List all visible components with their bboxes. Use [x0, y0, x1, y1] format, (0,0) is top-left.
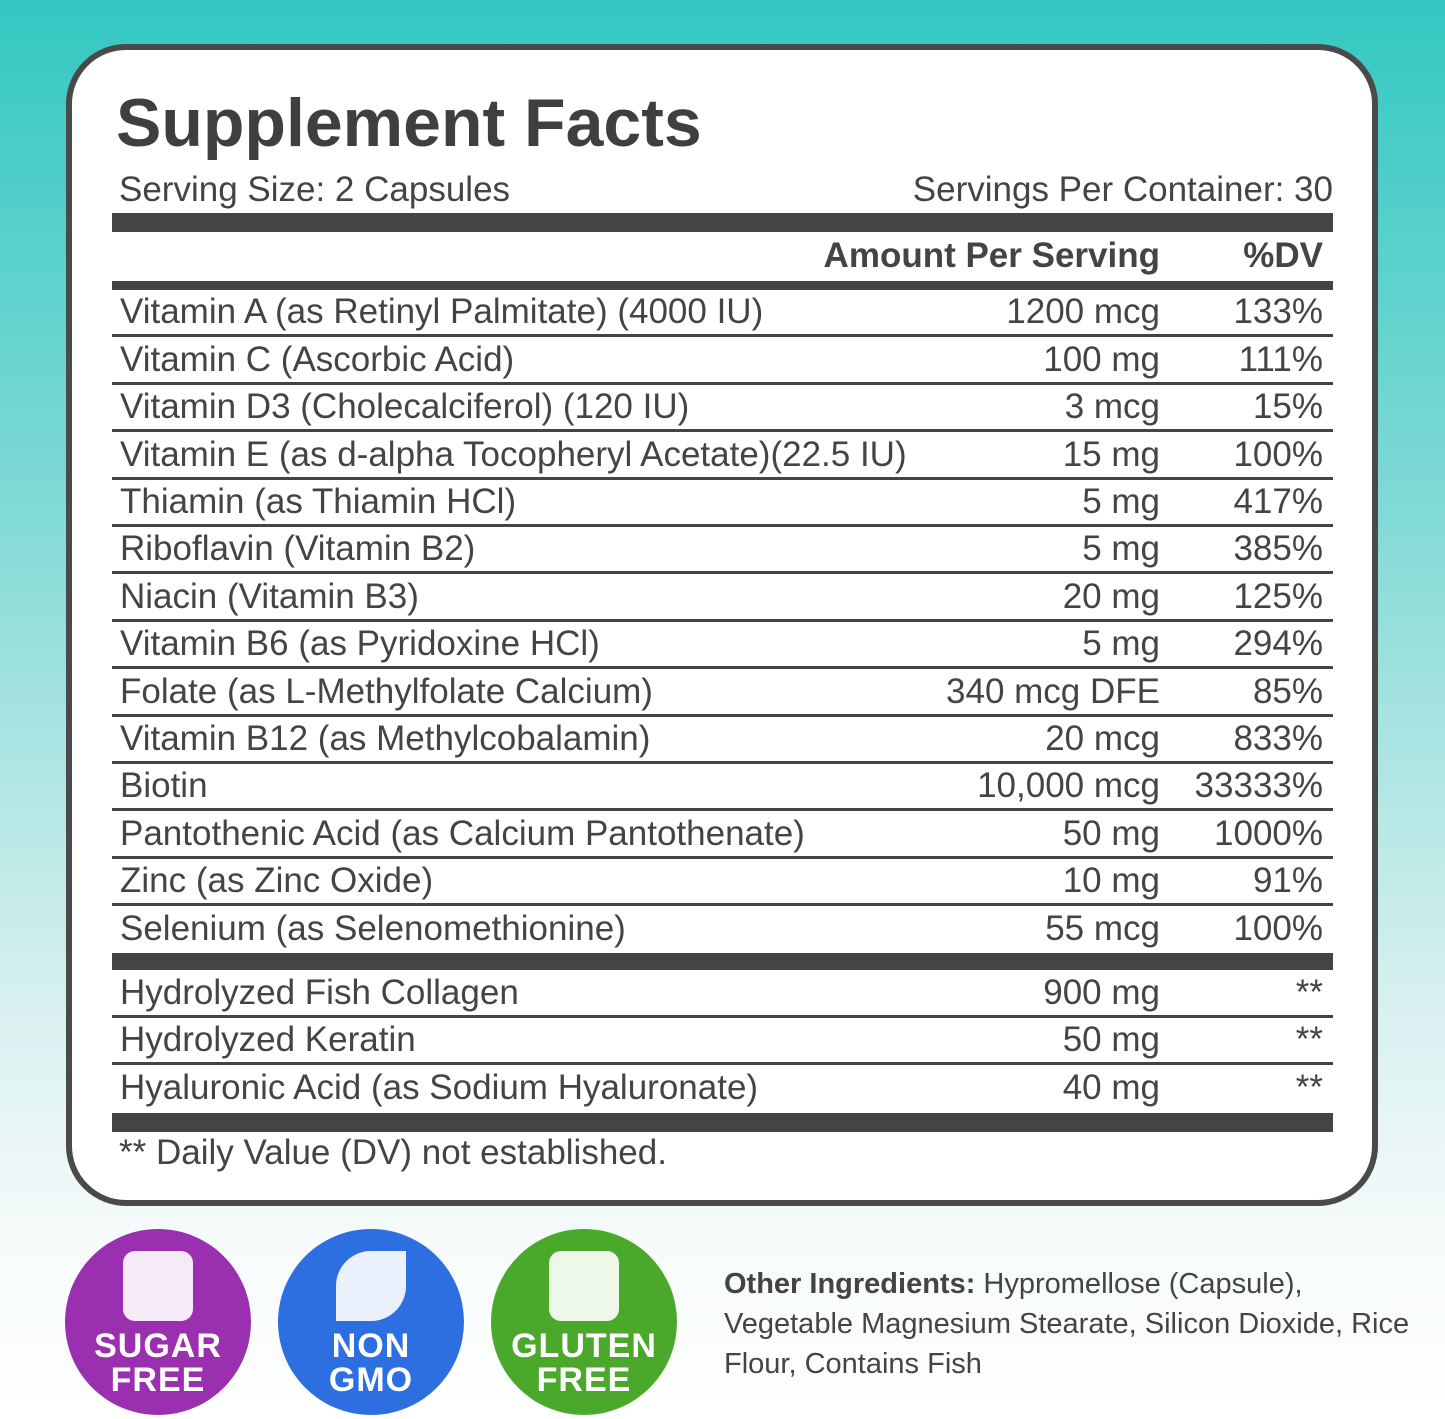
- badge-icon: [336, 1251, 406, 1321]
- table-row: Vitamin A (as Retinyl Palmitate) (4000 I…: [112, 290, 1333, 338]
- table-row: Vitamin B12 (as Methylcobalamin) 20 mcg 83…: [112, 717, 1333, 764]
- nutrient-name: Riboflavin (Vitamin B2): [120, 529, 476, 569]
- amount: 3 mcg: [1064, 387, 1160, 427]
- table-row: Vitamin E (as d-alpha Tocopheryl Acetate…: [112, 432, 1333, 480]
- nutrient-name: Pantothenic Acid (as Calcium Pantothenat…: [120, 813, 805, 853]
- badge-text: GMO: [328, 1361, 414, 1399]
- rule: [112, 281, 1333, 290]
- badge-text: GLUTEN: [511, 1327, 657, 1365]
- table-row: Pantothenic Acid (as Calcium Pantothenat…: [112, 811, 1333, 859]
- badge-icon: [549, 1251, 619, 1321]
- nutrient-name: Hydrolyzed Fish Collagen: [120, 972, 519, 1012]
- daily-value: 33333%: [1194, 766, 1323, 806]
- daily-value: 294%: [1233, 624, 1323, 664]
- nutrient-name: Vitamin D3 (Cholecalciferol) (120 IU): [120, 387, 690, 427]
- daily-value: **: [1295, 1068, 1323, 1108]
- daily-value: 100%: [1233, 434, 1323, 474]
- daily-value: 125%: [1233, 576, 1323, 616]
- daily-value: 111%: [1238, 339, 1323, 379]
- amount: 100 mg: [1043, 339, 1160, 379]
- badge: GLUTEN FREE: [491, 1229, 677, 1415]
- other-ingredients-label: Other Ingredients:: [724, 1268, 976, 1300]
- amount: 55 mcg: [1045, 908, 1160, 948]
- amount: 5 mg: [1082, 529, 1160, 569]
- table-row: Hydrolyzed Fish Collagen 900 mg **: [112, 970, 1333, 1018]
- table-row: Niacin (Vitamin B3) 20 mg 125%: [112, 574, 1333, 622]
- amount: 5 mg: [1082, 624, 1160, 664]
- servings-per-container: Servings Per Container: 30: [912, 170, 1333, 209]
- nutrient-name: Niacin (Vitamin B3): [120, 576, 419, 616]
- nutrient-name: Vitamin B6 (as Pyridoxine HCl): [120, 624, 600, 664]
- daily-value: 385%: [1233, 529, 1323, 569]
- badge-text: FREE: [110, 1361, 206, 1399]
- amount: 10 mg: [1062, 861, 1160, 901]
- amount: 900 mg: [1043, 972, 1160, 1012]
- amount: 5 mg: [1082, 481, 1160, 521]
- thick-rule: [112, 213, 1333, 232]
- daily-value: 833%: [1233, 718, 1323, 758]
- nutrient-name: Hydrolyzed Keratin: [120, 1020, 416, 1060]
- badge: SUGAR FREE: [65, 1229, 251, 1415]
- daily-value: **: [1295, 972, 1323, 1012]
- nutrient-name: Vitamin B12 (as Methylcobalamin): [120, 718, 651, 758]
- table-row: Folate (as L-Methylfolate Calcium) 340 mc…: [112, 669, 1333, 717]
- nutrient-name: Folate (as L-Methylfolate Calcium): [120, 671, 653, 711]
- daily-value: 85%: [1252, 671, 1323, 711]
- other-ingredients: Other Ingredients: Hypromellose (Capsule…: [724, 1264, 1414, 1384]
- facts-panel: [66, 44, 1378, 1206]
- other-ingredients-text: Hypromellose (Capsule), Vegetable Magnes…: [724, 1268, 1410, 1380]
- nutrient-name: Hyaluronic Acid (as Sodium Hyaluronate): [120, 1068, 759, 1108]
- column-header: %DV: [1243, 236, 1323, 275]
- thick-rule: [112, 953, 1333, 970]
- amount: 50 mg: [1062, 813, 1160, 853]
- badge-text: SUGAR: [94, 1327, 222, 1365]
- amount: 40 mg: [1062, 1068, 1160, 1108]
- amount: 15 mg: [1062, 434, 1160, 474]
- daily-value: **: [1295, 1020, 1323, 1060]
- nutrient-name: Vitamin E (as d-alpha Tocopheryl Acetate…: [120, 434, 907, 474]
- badge-text: NON: [331, 1327, 411, 1365]
- nutrient-name: Biotin: [120, 766, 208, 806]
- amount: 20 mg: [1062, 576, 1160, 616]
- nutrient-name: Selenium (as Selenomethionine): [120, 908, 626, 948]
- daily-value: 133%: [1233, 292, 1323, 332]
- table-row: Vitamin C (Ascorbic Acid) 100 mg 111%: [112, 337, 1333, 385]
- table-row: Selenium (as Selenomethionine) 55 mcg 100%: [112, 906, 1333, 950]
- amount: 20 mcg: [1045, 718, 1160, 758]
- daily-value: 91%: [1252, 861, 1323, 901]
- table-row: Thiamin (as Thiamin HCl) 5 mg 417%: [112, 480, 1333, 527]
- table-row: Hydrolyzed Keratin 50 mg **: [112, 1018, 1333, 1066]
- column-header: Amount Per Serving: [823, 236, 1160, 275]
- table-row: Vitamin D3 (Cholecalciferol) (120 IU) 3 m…: [112, 385, 1333, 433]
- amount: 1200 mcg: [1006, 292, 1160, 332]
- thick-rule: [112, 1113, 1333, 1132]
- badge: NON GMO: [278, 1229, 464, 1415]
- daily-value: 1000%: [1214, 813, 1323, 853]
- nutrient-name: Zinc (as Zinc Oxide): [120, 861, 434, 901]
- table-row: Vitamin B6 (as Pyridoxine HCl) 5 mg 294%: [112, 622, 1333, 670]
- amount: 50 mg: [1062, 1020, 1160, 1060]
- amount: 10,000 mcg: [977, 766, 1160, 806]
- table-row: Biotin 10,000 mcg 33333%: [112, 764, 1333, 812]
- table-row: Riboflavin (Vitamin B2) 5 mg 385%: [112, 527, 1333, 575]
- badge-icon: [123, 1251, 193, 1321]
- serving-size: Serving Size: 2 Capsules: [119, 170, 511, 209]
- daily-value: 15%: [1252, 387, 1323, 427]
- amount: 340 mcg DFE: [946, 671, 1160, 711]
- table-row: Zinc (as Zinc Oxide) 10 mg 91%: [112, 859, 1333, 907]
- footnote: ** Daily Value (DV) not established.: [119, 1133, 667, 1172]
- nutrient-name: Vitamin C (Ascorbic Acid): [120, 339, 515, 379]
- title: Supplement Facts: [116, 85, 702, 161]
- nutrient-name: Thiamin (as Thiamin HCl): [120, 481, 517, 521]
- daily-value: 417%: [1233, 481, 1323, 521]
- table-row: Hyaluronic Acid (as Sodium Hyaluronate) 4…: [112, 1065, 1333, 1110]
- daily-value: 100%: [1233, 908, 1323, 948]
- badge-text: FREE: [536, 1361, 632, 1399]
- nutrient-name: Vitamin A (as Retinyl Palmitate) (4000 I…: [120, 292, 764, 332]
